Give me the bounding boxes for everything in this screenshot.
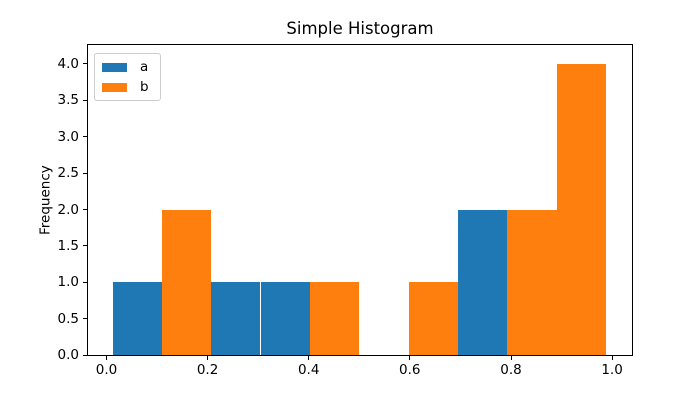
x-tick-1.0 — [611, 356, 613, 360]
bar-b-bin-1 — [161, 209, 212, 355]
bar-b-bin-6 — [408, 282, 458, 355]
y-axis-label: Frequency — [37, 165, 54, 235]
bar-b-bin-8 — [507, 209, 557, 355]
bar-a-bin-3 — [260, 282, 310, 355]
y-tick-0.5 — [83, 318, 87, 320]
y-tick-label-1.5: 1.5 — [57, 237, 79, 254]
legend-label-a: a — [140, 59, 149, 75]
x-tick-label-0.0: 0.0 — [95, 362, 118, 378]
chart-title: Simple Histogram — [286, 19, 434, 38]
legend-swatch-a — [102, 62, 127, 72]
x-tick-label-0.6: 0.6 — [399, 362, 421, 378]
y-tick-2.5 — [83, 172, 87, 174]
x-tick-0.6 — [409, 356, 411, 360]
y-tick-label-4.0: 4.0 — [57, 55, 79, 72]
y-tick-3.0 — [83, 136, 87, 138]
bar-a-bin-2 — [211, 282, 261, 355]
y-tick-label-2.5: 2.5 — [57, 165, 79, 182]
x-tick-label-0.2: 0.2 — [196, 362, 219, 378]
y-tick-label-3.5: 3.5 — [57, 92, 79, 109]
y-tick-label-2.0: 2.0 — [57, 201, 79, 218]
x-tick-label-1.0: 1.0 — [601, 362, 623, 378]
bar-a-bin-7 — [458, 209, 508, 355]
y-tick-label-1.0: 1.0 — [57, 274, 79, 291]
y-tick-0.0 — [83, 354, 87, 356]
y-tick-3.5 — [83, 99, 87, 101]
y-tick-1.0 — [83, 281, 87, 283]
x-tick-label-0.8: 0.8 — [500, 362, 522, 378]
y-tick-label-3.0: 3.0 — [57, 128, 79, 145]
y-tick-2.0 — [83, 209, 87, 210]
x-tick-label-0.4: 0.4 — [297, 362, 320, 378]
x-tick-0.8 — [510, 356, 512, 360]
x-tick-0.0 — [106, 356, 107, 360]
plot-area: 0.0 0.2 0.4 0.6 0.8 1.0 0.0 0.5 1.0 1.5 2.0 2.5 3.0 3… — [58, 44, 633, 378]
legend-label-b: b — [140, 79, 149, 95]
y-tick-label-0.5: 0.5 — [57, 310, 79, 327]
legend-entry-b: b — [102, 77, 149, 97]
y-tick-label-0.0: 0.0 — [57, 347, 79, 363]
x-tick-0.2 — [207, 356, 209, 360]
x-tick-0.4 — [308, 356, 310, 360]
bar-b-bin-9 — [556, 63, 606, 355]
y-tick-1.5 — [83, 245, 87, 247]
bar-a-bin-0 — [112, 282, 162, 355]
legend-swatch-b — [102, 82, 127, 92]
legend: a b — [94, 53, 161, 101]
legend-entry-a: a — [102, 57, 149, 77]
bar-b-bin-4 — [309, 282, 360, 355]
y-tick-4.0 — [83, 63, 87, 65]
